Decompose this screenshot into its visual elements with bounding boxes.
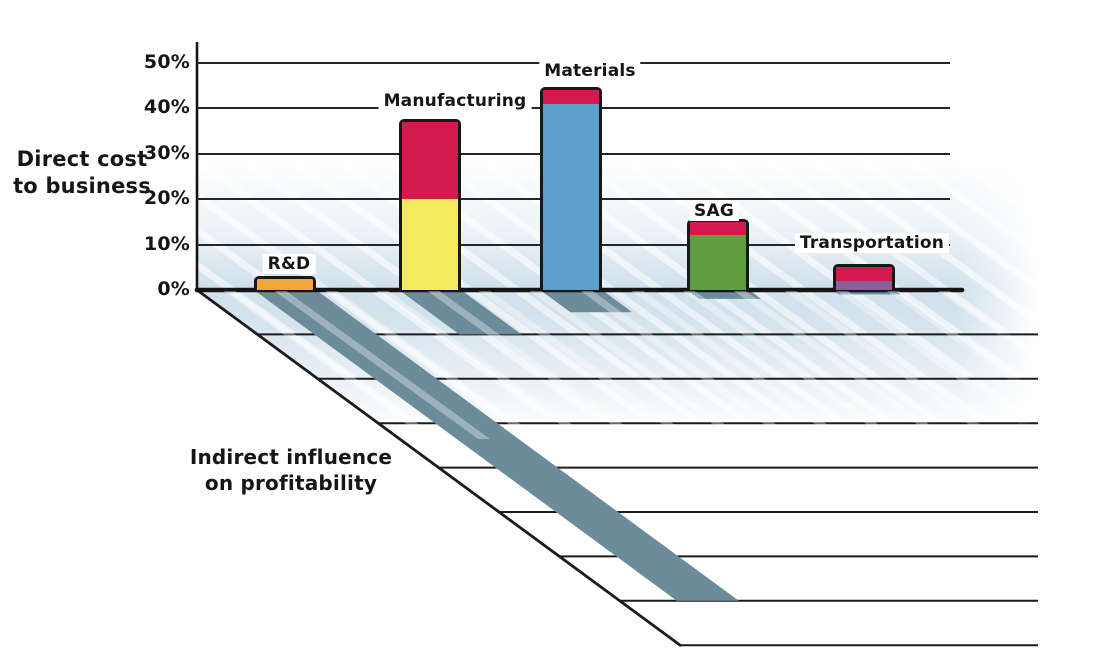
floor-title-line2: on profitability [204,471,378,495]
y-tick-label: 40% [143,96,190,119]
y-axis-title: Direct cost to business [0,146,164,201]
indirect-shadow-band [399,290,522,335]
y-axis-title-line2: to business [13,174,151,199]
bar-transportation [833,264,895,290]
indirect-shadow-band [254,290,739,601]
bar-sag [687,218,749,290]
bar-label-rd: R&D [262,253,316,274]
bar-segment-green [690,235,746,290]
bar-segment-yellow [402,199,458,290]
y-tick-label: 10% [143,232,190,255]
bar-segment-purple [836,280,892,290]
bar-rd [254,275,316,290]
bar-segment-blue [543,103,599,290]
bar-label-transportation: Transportation [794,233,950,254]
y-tick-label: 30% [143,141,190,164]
bar-segment-crimson [402,122,458,200]
bar-segment-orange [257,278,313,290]
floor-title: Indirect influence on profitability [186,444,396,496]
bar-segment-crimson [543,90,599,104]
bar-label-materials: Materials [539,61,641,82]
bar-label-manufacturing: Manufacturing [378,91,532,111]
floor-title-line1: Indirect influence [189,445,393,469]
y-tick-label: 0% [157,278,190,300]
bar-label-sag: SAG [689,200,739,221]
indirect-shadow-band [540,290,633,313]
bar-materials [540,87,602,290]
y-tick-label: 50% [143,51,190,73]
bar-segment-crimson [690,221,746,236]
bar-segment-crimson [836,267,892,281]
y-axis-title-line1: Direct cost [16,147,148,171]
fold-diagonal-edge [195,288,682,647]
y-tick-label: 20% [143,187,190,210]
bar-manufacturing [399,119,461,290]
